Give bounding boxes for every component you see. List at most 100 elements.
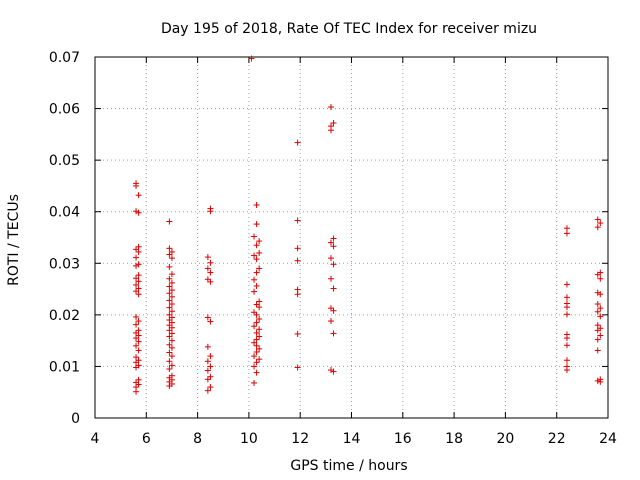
- y-tick-label: 0.03: [49, 256, 80, 272]
- data-point: [327, 318, 334, 325]
- data-point: [256, 326, 263, 333]
- data-point: [294, 139, 301, 146]
- data-point: [166, 327, 173, 334]
- x-tick-label: 10: [240, 431, 258, 447]
- data-point: [133, 342, 140, 349]
- data-point: [204, 358, 211, 365]
- data-point: [294, 257, 301, 264]
- data-point: [251, 363, 258, 370]
- data-point: [133, 288, 140, 295]
- data-point: [251, 309, 258, 316]
- data-point: [327, 305, 334, 312]
- data-point: [251, 276, 258, 283]
- y-tick-label: 0.04: [49, 205, 80, 221]
- data-point: [166, 366, 173, 373]
- data-point: [594, 377, 601, 384]
- data-point: [166, 358, 173, 365]
- data-point: [204, 265, 211, 272]
- data-point: [135, 338, 142, 345]
- data-point: [563, 304, 570, 311]
- data-point: [168, 344, 175, 351]
- data-point: [330, 330, 337, 337]
- data-point: [168, 337, 175, 344]
- data-point: [256, 249, 263, 256]
- y-tick-label: 0.02: [49, 308, 80, 324]
- data-point: [207, 384, 214, 391]
- data-point: [168, 324, 175, 331]
- data-point: [330, 307, 337, 314]
- data-point: [168, 319, 175, 326]
- data-point: [563, 335, 570, 342]
- data-point: [168, 279, 175, 286]
- data-point: [251, 252, 258, 259]
- data-point: [330, 261, 337, 268]
- data-point: [256, 298, 263, 305]
- data-point: [207, 269, 214, 276]
- data-point: [294, 245, 301, 252]
- data-point: [330, 368, 337, 375]
- data-point: [166, 218, 173, 225]
- data-point: [204, 254, 211, 261]
- x-tick-label: 16: [394, 431, 412, 447]
- data-point: [166, 317, 173, 324]
- data-point: [135, 285, 142, 292]
- data-point: [597, 275, 604, 282]
- data-point: [253, 221, 260, 228]
- data-point: [327, 275, 334, 282]
- data-point: [256, 333, 263, 340]
- data-point: [256, 345, 263, 352]
- x-tick-label: 24: [599, 431, 617, 447]
- data-point: [166, 245, 173, 252]
- data-point: [168, 362, 175, 369]
- data-point: [563, 281, 570, 288]
- data-point: [166, 333, 173, 340]
- data-point: [253, 319, 260, 326]
- y-tick-label: 0.05: [49, 153, 80, 169]
- x-tick-label: 14: [343, 431, 361, 447]
- data-point: [204, 376, 211, 383]
- data-point: [253, 202, 260, 209]
- data-point: [256, 304, 263, 311]
- data-point: [563, 311, 570, 318]
- data-point: [166, 290, 173, 297]
- data-point: [251, 379, 258, 386]
- data-point: [563, 225, 570, 232]
- data-point: [133, 246, 140, 253]
- data-point: [207, 373, 214, 380]
- data-point: [597, 332, 604, 339]
- data-point: [330, 120, 337, 127]
- data-point: [166, 311, 173, 318]
- data-point: [133, 359, 140, 366]
- data-point: [253, 242, 260, 249]
- data-point: [253, 336, 260, 343]
- data-point: [597, 305, 604, 312]
- y-tick-label: 0.07: [49, 50, 80, 66]
- data-point: [133, 329, 140, 336]
- data-point: [133, 321, 140, 328]
- x-tick-label: 12: [291, 431, 309, 447]
- data-point: [168, 330, 175, 337]
- data-point: [133, 281, 140, 288]
- data-point: [168, 248, 175, 255]
- data-point: [330, 285, 337, 292]
- data-point: [168, 314, 175, 321]
- data-point: [253, 369, 260, 376]
- data-point: [168, 293, 175, 300]
- data-point: [248, 55, 255, 62]
- data-point: [251, 353, 258, 360]
- data-point: [133, 275, 140, 282]
- data-point: [135, 381, 142, 388]
- data-point: [253, 301, 260, 308]
- data-point: [166, 383, 173, 390]
- data-point: [330, 235, 337, 242]
- data-point: [133, 313, 140, 320]
- data-point: [135, 248, 142, 255]
- data-point: [204, 387, 211, 394]
- data-point: [133, 364, 140, 371]
- data-point: [256, 356, 263, 363]
- data-point: [563, 367, 570, 374]
- data-point: [207, 259, 214, 266]
- data-point: [207, 208, 214, 215]
- data-point: [563, 294, 570, 301]
- data-point: [166, 263, 173, 270]
